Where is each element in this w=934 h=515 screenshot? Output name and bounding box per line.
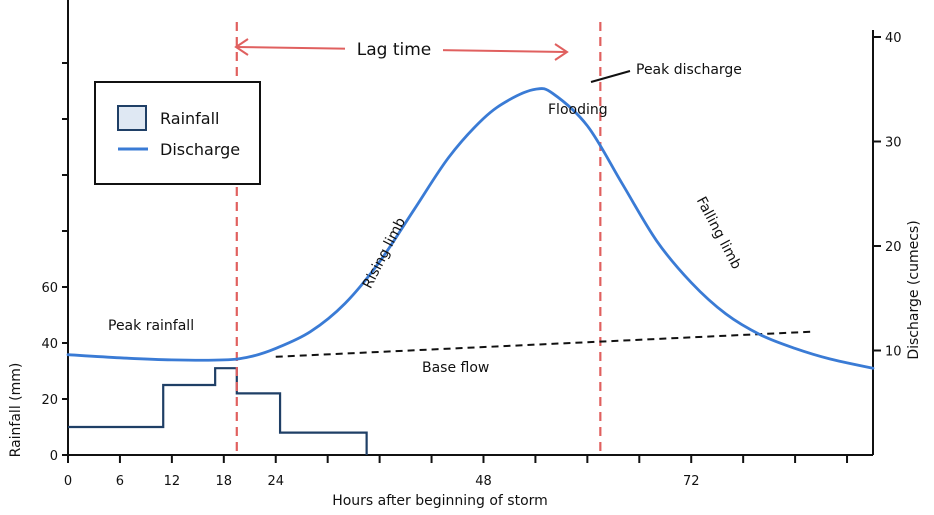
lag-time-label-bg	[345, 36, 443, 62]
x-tick-label: 12	[164, 474, 181, 489]
rising-limb-label: Rising limb	[360, 215, 409, 291]
falling-limb-label: Falling limb	[693, 194, 745, 272]
rainfall-bar	[68, 367, 368, 455]
y-right-tick-label: 30	[885, 136, 902, 151]
y-left-tick-label: 20	[41, 393, 58, 408]
flooding-label: Flooding	[548, 102, 608, 118]
left-y-axis-title: Rainfall (mm)	[8, 363, 24, 458]
legend-rainfall-label: Rainfall	[160, 109, 219, 128]
x-tick-label: 48	[475, 474, 492, 489]
base-flow-line	[275, 330, 813, 358]
base-flow-label: Base flow	[422, 360, 489, 376]
x-tick-label: 18	[216, 474, 233, 489]
discharge-line	[66, 87, 875, 370]
peak-discharge-label: Peak discharge	[636, 62, 742, 78]
tick-marks	[62, 36, 881, 463]
discharge-curve	[66, 87, 875, 370]
x-tick-label: 24	[267, 474, 284, 489]
y-right-tick-label: 10	[885, 345, 902, 360]
legend-discharge-label: Discharge	[160, 140, 240, 159]
peak-rainfall-label: Peak rainfall	[108, 318, 194, 334]
y-left-tick-label: 0	[50, 449, 58, 464]
peak-discharge-pointer	[590, 70, 631, 83]
legend-box	[94, 81, 261, 185]
base-flow-line	[275, 330, 813, 358]
y-right-tick-label: 40	[885, 31, 902, 46]
y-left-tick-label: 60	[41, 281, 58, 296]
x-axis-title: Hours after beginning of storm	[332, 493, 548, 509]
x-tick-label: 6	[116, 474, 124, 489]
y-left-tick-label: 40	[41, 337, 58, 352]
vertical-markers	[235, 22, 602, 455]
legend: Rainfall Discharge	[94, 81, 261, 185]
legend-rainfall-swatch	[117, 105, 147, 131]
x-tick-label: 72	[683, 474, 700, 489]
lag-time-label: Lag time	[357, 40, 432, 60]
y-right-tick-label: 20	[885, 240, 902, 255]
rainfall-bars	[68, 367, 368, 455]
x-tick-label: 0	[64, 474, 72, 489]
tick-labels: 0 6 12 18 24 48 72 0 20 40 60 10 20 30 40	[41, 31, 901, 489]
right-y-axis-title: Discharge (cumecs)	[906, 220, 922, 359]
